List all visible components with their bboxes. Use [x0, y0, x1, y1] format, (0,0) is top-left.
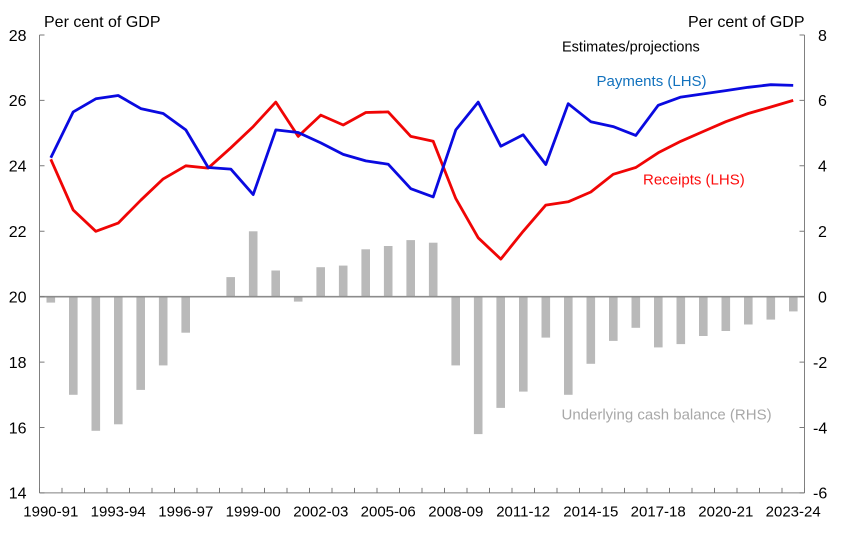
svg-text:24: 24 — [9, 159, 27, 176]
svg-text:2008-09: 2008-09 — [428, 504, 483, 521]
svg-text:4: 4 — [818, 159, 827, 176]
svg-text:2005-06: 2005-06 — [361, 504, 416, 521]
svg-text:-4: -4 — [813, 420, 827, 437]
svg-text:-2: -2 — [813, 355, 827, 372]
svg-text:Receipts (LHS): Receipts (LHS) — [643, 172, 745, 189]
svg-text:6: 6 — [818, 93, 827, 110]
svg-text:28: 28 — [9, 28, 27, 45]
svg-text:1993-94: 1993-94 — [91, 504, 146, 521]
svg-text:Underlying cash balance (RHS): Underlying cash balance (RHS) — [562, 407, 772, 424]
svg-text:2014-15: 2014-15 — [563, 504, 618, 521]
svg-text:2017-18: 2017-18 — [631, 504, 686, 521]
svg-text:2002-03: 2002-03 — [293, 504, 348, 521]
svg-text:2020-21: 2020-21 — [698, 504, 753, 521]
svg-text:8: 8 — [818, 28, 827, 45]
svg-text:Estimates/projections: Estimates/projections — [562, 40, 700, 56]
svg-text:Payments (LHS): Payments (LHS) — [597, 73, 707, 90]
svg-text:0: 0 — [818, 290, 827, 307]
svg-text:1999-00: 1999-00 — [226, 504, 281, 521]
svg-text:Per cent of GDP: Per cent of GDP — [688, 14, 805, 31]
svg-text:1996-97: 1996-97 — [158, 504, 213, 521]
svg-text:2023-24: 2023-24 — [766, 504, 821, 521]
svg-text:16: 16 — [9, 420, 27, 437]
svg-text:26: 26 — [9, 93, 27, 110]
svg-text:18: 18 — [9, 355, 27, 372]
svg-text:14: 14 — [9, 486, 27, 503]
svg-text:20: 20 — [9, 290, 27, 307]
svg-text:Per cent of GDP: Per cent of GDP — [44, 14, 161, 31]
svg-text:2: 2 — [818, 224, 827, 241]
svg-text:1990-91: 1990-91 — [23, 504, 78, 521]
svg-text:2011-12: 2011-12 — [496, 504, 550, 521]
svg-text:-6: -6 — [813, 486, 827, 503]
svg-text:22: 22 — [9, 224, 27, 241]
